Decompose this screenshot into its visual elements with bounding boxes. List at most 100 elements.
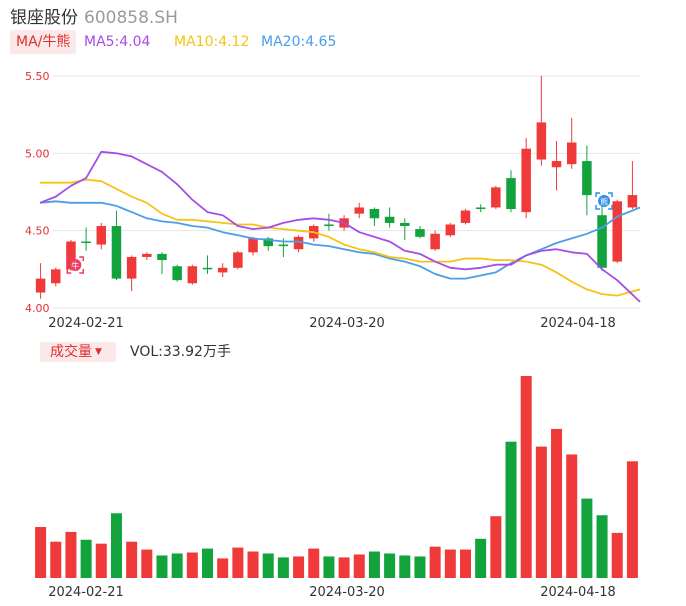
stock-code: 600858.SH bbox=[84, 8, 178, 28]
candle-body bbox=[96, 226, 107, 245]
candle-body bbox=[172, 266, 182, 281]
volume-bar bbox=[535, 446, 547, 578]
x-tick-label: 2024-04-18 bbox=[540, 316, 616, 331]
candle-body bbox=[415, 229, 425, 237]
volume-bar bbox=[293, 556, 305, 578]
volume-bar bbox=[126, 541, 138, 578]
volume-x-tick-label: 2024-04-18 bbox=[540, 585, 616, 600]
candle-body bbox=[126, 256, 137, 279]
candle-body bbox=[51, 269, 61, 284]
candle-body bbox=[430, 233, 440, 250]
badge-dot bbox=[69, 259, 82, 271]
badge-dot bbox=[598, 195, 611, 207]
x-tick-label: 2024-03-20 bbox=[309, 316, 385, 331]
volume-bar bbox=[338, 557, 350, 578]
volume-bar bbox=[217, 558, 229, 578]
volume-x-axis: 2024-02-21 2024-03-20 2024-04-18 bbox=[48, 585, 616, 600]
candle-body bbox=[384, 216, 395, 223]
volume-bar bbox=[475, 538, 487, 578]
volume-bar-series bbox=[35, 376, 638, 578]
volume-bar bbox=[50, 541, 62, 578]
candle-body bbox=[142, 253, 152, 257]
badge-corner bbox=[66, 256, 72, 261]
candle-body bbox=[324, 224, 334, 227]
caret-down-icon: ▼ bbox=[95, 347, 102, 357]
candle-body bbox=[627, 195, 638, 208]
price-grid bbox=[53, 75, 640, 309]
volume-selector-button[interactable]: 成交量 ▼ bbox=[40, 342, 116, 362]
volume-bar bbox=[171, 553, 183, 578]
volume-bar bbox=[459, 549, 471, 578]
volume-bar bbox=[581, 498, 593, 578]
signal-markers: 牛熊 bbox=[66, 192, 613, 274]
price-x-axis: 2024-02-21 2024-03-20 2024-04-18 bbox=[48, 316, 616, 331]
ma10-legend-label: MA10:4.12 bbox=[174, 34, 250, 50]
candle-body bbox=[157, 253, 167, 261]
candle-body bbox=[566, 142, 577, 165]
volume-value-label: VOL:33.92万手 bbox=[130, 344, 231, 360]
volume-selector-label: 成交量 bbox=[50, 344, 92, 360]
volume-bar bbox=[626, 461, 638, 578]
badge-corner bbox=[79, 269, 85, 274]
stock-name: 银座股份 bbox=[10, 8, 78, 28]
ma-lines bbox=[39, 150, 641, 303]
candle-body bbox=[582, 161, 592, 196]
candle-body bbox=[536, 122, 547, 160]
badge-label: 熊 bbox=[600, 197, 608, 207]
candle-body bbox=[278, 244, 289, 247]
volume-bar bbox=[505, 441, 517, 578]
candle-body bbox=[612, 201, 622, 262]
bull-badge-icon: 牛 bbox=[66, 256, 85, 274]
candle-body bbox=[263, 238, 273, 247]
ma5-legend-label: MA5:4.04 bbox=[84, 34, 151, 50]
volume-x-tick-label: 2024-03-20 bbox=[309, 585, 385, 600]
badge-corner bbox=[608, 205, 613, 210]
ma-selector-button[interactable]: MA/牛熊 bbox=[10, 30, 77, 54]
volume-bar bbox=[95, 543, 107, 578]
volume-bar bbox=[110, 513, 122, 578]
volume-bar bbox=[277, 557, 289, 578]
volume-bar bbox=[444, 549, 456, 578]
stock-title: 银座股份 600858.SH bbox=[10, 3, 178, 29]
candle-body bbox=[460, 210, 471, 223]
volume-bar bbox=[429, 546, 441, 578]
candle-body bbox=[491, 187, 501, 208]
volume-bar bbox=[414, 556, 426, 578]
volume-bar bbox=[202, 548, 214, 578]
volume-bar bbox=[596, 515, 608, 578]
volume-bar bbox=[65, 531, 77, 578]
volume-bar bbox=[141, 549, 153, 578]
volume-bar bbox=[323, 556, 335, 578]
volume-x-tick-label: 2024-02-21 bbox=[48, 585, 124, 600]
volume-bar bbox=[35, 527, 47, 578]
badge-corner bbox=[595, 205, 601, 210]
price-y-axis: 5.50 5.00 4.50 4.00 bbox=[25, 70, 50, 315]
volume-bar bbox=[611, 532, 623, 578]
ma20-legend-label: MA20:4.65 bbox=[261, 34, 337, 50]
volume-bar bbox=[384, 553, 396, 578]
y-tick-label: 5.00 bbox=[25, 147, 50, 160]
candle-body bbox=[217, 267, 228, 273]
candle-body bbox=[248, 238, 258, 253]
candle-body bbox=[354, 207, 365, 214]
volume-bar bbox=[80, 539, 92, 578]
ma5-line bbox=[39, 150, 641, 303]
volume-bar bbox=[551, 428, 563, 578]
x-tick-label: 2024-02-21 bbox=[48, 316, 124, 331]
volume-bar bbox=[232, 547, 244, 578]
candle-body bbox=[521, 148, 531, 213]
volume-bar bbox=[186, 552, 198, 578]
volume-bar bbox=[353, 554, 365, 578]
candle-body bbox=[475, 207, 486, 210]
volume-bar bbox=[262, 553, 274, 578]
volume-bar bbox=[156, 555, 168, 578]
volume-bar bbox=[247, 551, 259, 578]
volume-bar bbox=[399, 555, 411, 578]
volume-bar bbox=[520, 376, 532, 578]
candlestick-series bbox=[35, 76, 638, 299]
bear-badge-icon: 熊 bbox=[595, 192, 613, 210]
y-tick-label: 4.50 bbox=[25, 225, 50, 238]
candle-body bbox=[293, 236, 304, 250]
ma10-line bbox=[40, 178, 641, 297]
candle-body bbox=[202, 267, 213, 270]
